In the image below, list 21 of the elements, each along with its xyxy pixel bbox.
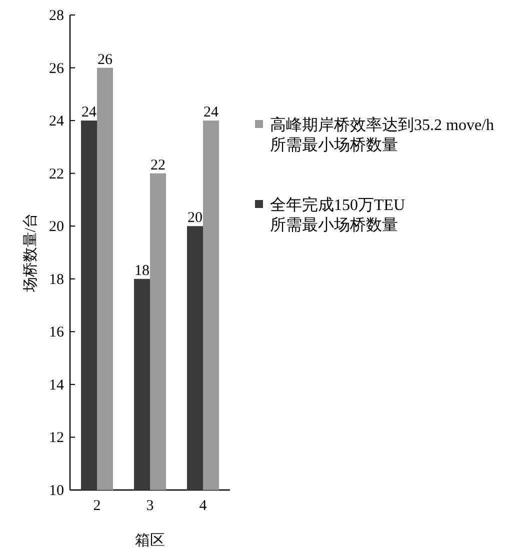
y-tick-label: 24	[49, 114, 64, 130]
y-tick-label: 26	[49, 60, 64, 77]
x-tick-label: 3	[146, 498, 154, 514]
data-label: 22	[150, 157, 166, 174]
data-label: 24	[82, 104, 97, 121]
x-axis-title: 箱区	[135, 533, 165, 549]
x-tick-label: 4	[199, 498, 208, 514]
data-label: 20	[188, 210, 202, 226]
y-tick-label: 14	[49, 377, 64, 394]
y-tick-label: 12	[49, 430, 64, 446]
y-tick-label: 20	[49, 219, 64, 236]
data-label: 18	[134, 262, 150, 279]
y-tick-label: 10	[49, 483, 64, 499]
y-tick-label: 28	[49, 8, 64, 24]
data-label: 24	[204, 104, 219, 121]
y-tick-label: 18	[49, 272, 64, 288]
y-tick-label: 22	[49, 166, 64, 182]
x-tick-label: 2	[93, 498, 101, 514]
data-label: 26	[98, 52, 113, 68]
y-tick-label: 16	[49, 324, 64, 341]
y-axis-title: 场桥数量/台	[22, 212, 39, 294]
